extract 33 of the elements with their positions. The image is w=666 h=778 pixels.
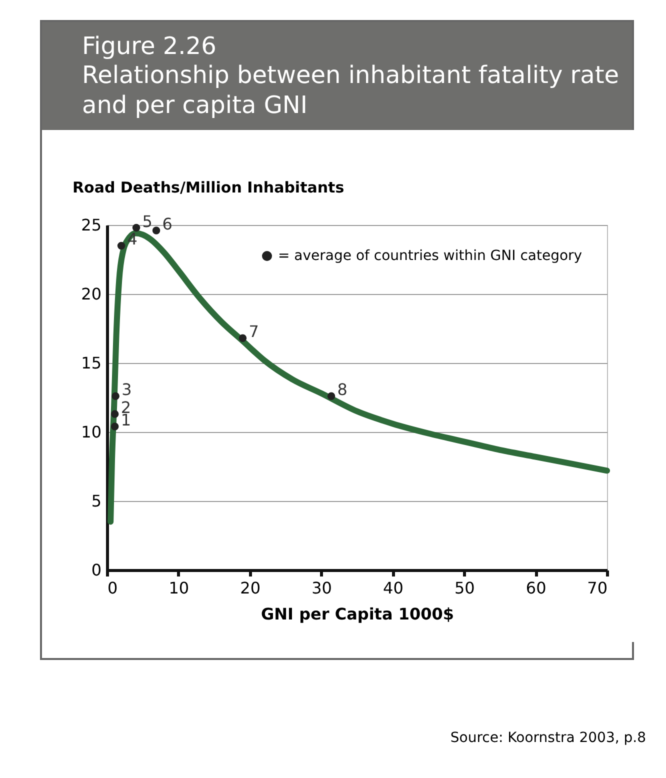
x-tick-label: 60 xyxy=(526,578,546,598)
y-axis-title: Road Deaths/Million Inhabitants xyxy=(72,178,344,196)
y-tick-label: 5 xyxy=(91,492,102,510)
chart-title: Figure 2.26 xyxy=(82,32,218,60)
annotation: 5 xyxy=(142,212,152,231)
point xyxy=(110,410,119,418)
chart-subtitle: Relationship between inhabitant fatality rate and per capita GNI xyxy=(82,60,620,120)
y-tick-label: 15 xyxy=(81,354,102,372)
annotation: 3 xyxy=(122,380,132,400)
x-tick-label: 20 xyxy=(240,578,261,598)
x-tick-label: 30 xyxy=(312,578,332,598)
x-tick-label: 10 xyxy=(168,578,190,598)
x-tick-label: 40 xyxy=(383,578,404,598)
y-tick-label: 10 xyxy=(81,422,102,442)
annotation: 7 xyxy=(248,322,259,342)
point xyxy=(238,334,247,342)
source-note: Source: Koornstra 2003, p.8 xyxy=(450,730,646,746)
y-tick-label: 0 xyxy=(91,560,102,580)
annotation: 6 xyxy=(162,214,172,234)
x-tick-label: 70 xyxy=(587,578,608,598)
point xyxy=(110,422,119,430)
x-axis-title: GNI per Capita 1000$ xyxy=(261,604,454,624)
x-tick-label: 50 xyxy=(454,578,475,598)
point xyxy=(132,224,140,232)
point xyxy=(152,226,160,234)
point xyxy=(327,392,336,400)
y-tick-label: 20 xyxy=(81,284,102,304)
legend-label: = average of countries within GNI category xyxy=(278,248,582,264)
point xyxy=(112,392,120,400)
x-tick-label: 0 xyxy=(108,578,118,598)
annotation: 8 xyxy=(337,380,348,400)
y-tick-label: 25 xyxy=(81,216,102,234)
point xyxy=(117,242,126,250)
